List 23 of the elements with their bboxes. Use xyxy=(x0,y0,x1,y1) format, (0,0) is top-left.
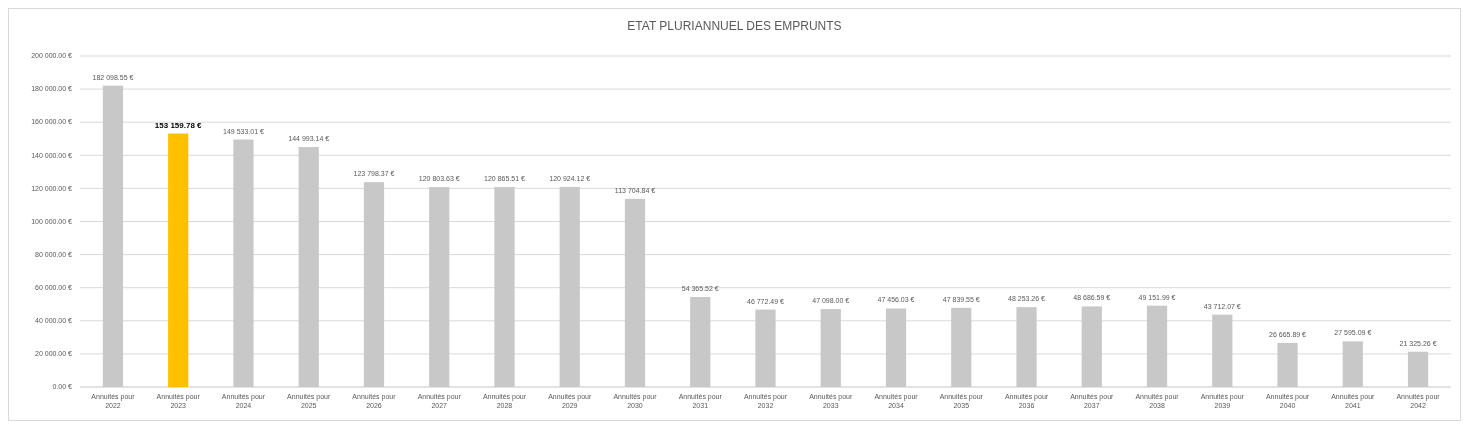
bar xyxy=(102,85,124,387)
bar xyxy=(755,309,776,387)
bar xyxy=(885,308,907,387)
bar xyxy=(1342,341,1363,387)
bar xyxy=(951,307,972,387)
bar xyxy=(429,187,450,387)
bar xyxy=(168,133,189,387)
bar xyxy=(820,309,841,387)
bar xyxy=(1212,314,1233,387)
bar xyxy=(559,186,580,387)
bar xyxy=(1081,306,1102,387)
bar xyxy=(298,147,319,387)
chart-title: ETAT PLURIANNUEL DES EMPRUNTS xyxy=(627,19,842,33)
bar xyxy=(494,186,515,387)
bar xyxy=(363,182,385,387)
bar xyxy=(1146,305,1168,387)
bar xyxy=(1277,342,1298,387)
bar xyxy=(690,297,711,387)
data-label: 153 159.78 € xyxy=(154,120,203,130)
bar xyxy=(624,198,646,387)
bar xyxy=(1016,307,1037,387)
bar xyxy=(233,139,254,387)
bar xyxy=(1407,351,1429,387)
